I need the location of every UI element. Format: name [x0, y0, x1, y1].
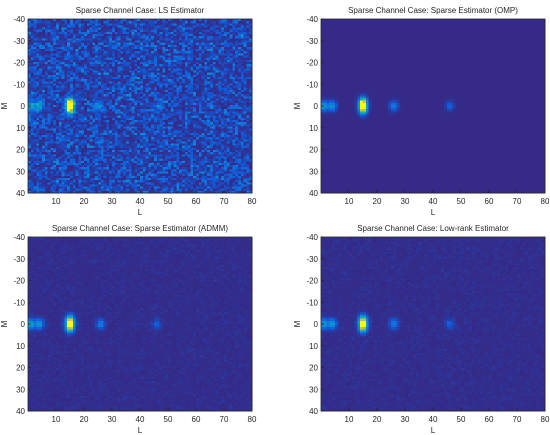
y-tick-label: 10	[309, 124, 318, 133]
chart-title: Sparse Channel Case: Sparse Estimator (A…	[52, 224, 228, 233]
x-tick-label: 70	[513, 415, 522, 424]
x-tick-label: 30	[108, 197, 117, 206]
y-tick-label: 30	[16, 167, 25, 176]
y-tick-label: -40	[13, 233, 25, 242]
y-axis-label: M	[0, 102, 9, 109]
y-tick-label: 20	[16, 364, 25, 373]
y-tick-label: -20	[13, 277, 25, 286]
y-tick-label: -40	[306, 233, 318, 242]
x-tick-label: 10	[345, 197, 354, 206]
y-tick-label: 20	[16, 146, 25, 155]
heatmap-image	[321, 19, 545, 193]
x-tick-label: 80	[248, 197, 257, 206]
heatmap-image	[28, 237, 252, 411]
y-tick-label: 40	[16, 407, 25, 416]
y-tick-label: 10	[309, 342, 318, 351]
x-axis-label: L	[138, 426, 143, 435]
y-axis-label: M	[293, 320, 302, 327]
x-tick-label: 80	[541, 415, 550, 424]
y-tick-label: -10	[13, 80, 25, 89]
y-tick-label: 20	[309, 364, 318, 373]
x-tick-label: 10	[52, 197, 61, 206]
x-tick-label: 50	[457, 415, 466, 424]
y-tick-label: -10	[13, 298, 25, 307]
x-tick-label: 30	[108, 415, 117, 424]
x-tick-label: 40	[136, 415, 145, 424]
y-tick-label: 0	[314, 320, 319, 329]
y-tick-label: 40	[309, 407, 318, 416]
x-tick-label: 20	[373, 415, 382, 424]
x-tick-label: 10	[345, 415, 354, 424]
y-tick-label: -20	[306, 277, 318, 286]
x-tick-label: 60	[485, 197, 494, 206]
y-tick-label: -30	[306, 255, 318, 264]
x-tick-label: 50	[164, 197, 173, 206]
x-tick-label: 20	[373, 197, 382, 206]
x-tick-label: 20	[80, 197, 89, 206]
heatmap-panel-4: 10 20 30 40 50 60 70 80 -40 -30 -20 -10 0 10 20 30 40 Spa…	[293, 224, 550, 435]
heatmap-panel-2: 10 20 30 40 50 60 70 80 -40 -30 -20 -10 0 10 20 30 40 Spa…	[293, 6, 550, 217]
x-tick-label: 70	[513, 197, 522, 206]
x-axis-label: L	[431, 426, 436, 435]
heatmap-panel-3: 10 20 30 40 50 60 70 80 -40 -30 -20 -10 0 10 20 30 40 Spa…	[0, 224, 257, 435]
chart-title: Sparse Channel Case: Low-rank Estimator	[357, 224, 509, 233]
x-tick-label: 80	[541, 197, 550, 206]
chart-title: Sparse Channel Case: LS Estimator	[76, 6, 205, 15]
heatmap-panel-1: 10 20 30 40 50 60 70 80 -40 -30 -20 -10 0 10 20 30 40 Spa…	[0, 6, 257, 217]
y-tick-label: -40	[306, 15, 318, 24]
y-tick-label: -30	[306, 37, 318, 46]
y-tick-label: 0	[314, 102, 319, 111]
x-axis-label: L	[431, 208, 436, 217]
x-tick-label: 40	[429, 197, 438, 206]
x-tick-label: 30	[401, 197, 410, 206]
x-tick-label: 40	[136, 197, 145, 206]
y-axis-label: M	[0, 320, 9, 327]
y-tick-label: 40	[16, 189, 25, 198]
x-tick-label: 70	[220, 415, 229, 424]
x-tick-label: 10	[52, 415, 61, 424]
y-tick-label: -40	[13, 15, 25, 24]
y-tick-label: 10	[16, 124, 25, 133]
heatmap-image	[321, 237, 545, 411]
x-tick-label: 70	[220, 197, 229, 206]
y-tick-label: -10	[306, 80, 318, 89]
y-tick-label: -10	[306, 298, 318, 307]
x-tick-label: 60	[485, 415, 494, 424]
x-tick-label: 40	[429, 415, 438, 424]
y-axis-label: M	[293, 102, 302, 109]
y-tick-label: 20	[309, 146, 318, 155]
y-tick-label: -20	[13, 59, 25, 68]
x-tick-label: 80	[248, 415, 257, 424]
x-tick-label: 20	[80, 415, 89, 424]
x-tick-label: 60	[192, 197, 201, 206]
y-tick-label: -30	[13, 37, 25, 46]
x-axis-label: L	[138, 208, 143, 217]
y-tick-label: 0	[21, 320, 26, 329]
y-tick-label: 10	[16, 342, 25, 351]
x-tick-label: 50	[164, 415, 173, 424]
y-tick-label: 0	[21, 102, 26, 111]
y-tick-label: 30	[309, 167, 318, 176]
y-tick-label: 30	[16, 385, 25, 394]
chart-title: Sparse Channel Case: Sparse Estimator (O…	[348, 6, 518, 15]
heatmap-image	[28, 19, 252, 193]
y-tick-label: -20	[306, 59, 318, 68]
y-tick-label: -30	[13, 255, 25, 264]
y-tick-label: 30	[309, 385, 318, 394]
y-tick-label: 40	[309, 189, 318, 198]
x-tick-label: 30	[401, 415, 410, 424]
x-tick-label: 50	[457, 197, 466, 206]
x-tick-label: 60	[192, 415, 201, 424]
